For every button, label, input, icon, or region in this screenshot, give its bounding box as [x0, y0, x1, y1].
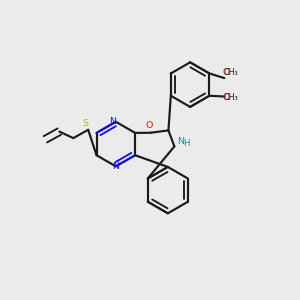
Text: S: S [82, 119, 88, 128]
Text: N: N [112, 162, 119, 171]
Text: CH₃: CH₃ [224, 93, 238, 102]
Text: H: H [183, 139, 190, 148]
Text: O: O [222, 93, 229, 102]
Text: CH₃: CH₃ [224, 68, 238, 77]
Text: N: N [109, 117, 116, 126]
Text: O: O [222, 68, 229, 77]
Text: O: O [146, 121, 153, 130]
Text: N: N [177, 136, 184, 146]
